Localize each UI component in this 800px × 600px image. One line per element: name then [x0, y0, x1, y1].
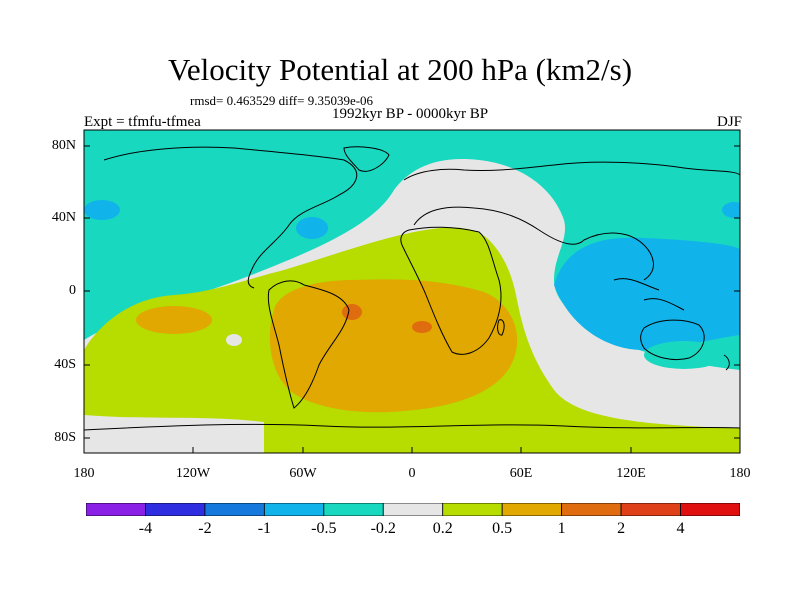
experiment-label: Expt = tfmfu-tfmea — [84, 114, 201, 130]
colorbar-label: 0.2 — [432, 520, 453, 537]
indo-pacific-low — [554, 237, 740, 351]
pacific-high — [136, 306, 212, 334]
africa-darker-high-1 — [342, 304, 362, 320]
colorbar-swatch — [442, 503, 503, 516]
colorbar-label: 1 — [557, 520, 566, 537]
colorbar-label: -0.5 — [311, 520, 337, 537]
africa-darker-high-2 — [412, 321, 432, 333]
colorbar-swatch — [680, 503, 740, 516]
colorbar-swatch — [263, 503, 325, 516]
y-tick-label: 0 — [69, 283, 76, 298]
y-tick-label: 40N — [51, 210, 76, 225]
period-label: 1992kyr BP - 0000kyr BP — [331, 106, 489, 122]
x-tick-label: 0 — [408, 466, 416, 481]
colorbar — [86, 503, 740, 516]
x-tick-label: 180 — [73, 466, 95, 481]
x-tick-label: 180 — [729, 466, 751, 481]
y-tick-label: 40S — [54, 357, 76, 372]
southern-neutral-strip — [84, 415, 264, 453]
coastlines — [84, 146, 740, 431]
rmsd-stats: rmsd= 0.463529 diff= 9.35039e-06 — [190, 93, 374, 108]
y-tick-label: 80S — [54, 430, 76, 445]
north-pacific-low-west — [84, 200, 120, 220]
colorbar-label: 4 — [676, 520, 685, 537]
colorbar-swatch — [204, 503, 265, 516]
colorbar-swatch — [86, 503, 146, 516]
north-pacific-low — [296, 217, 328, 239]
y-tick-label: 80N — [51, 138, 76, 153]
x-tick-label: 60W — [289, 466, 317, 481]
x-tick-label: 120W — [175, 466, 211, 481]
colorbar-label: -1 — [257, 520, 272, 537]
neutral-spot — [226, 334, 242, 346]
colorbar-swatch — [145, 503, 206, 516]
colorbar-label: 2 — [617, 520, 626, 537]
x-tick-label: 120E — [616, 466, 646, 481]
colorbar-label: -2 — [198, 520, 212, 537]
colorbar-label: -0.2 — [370, 520, 396, 537]
map-title: Velocity Potential at 200 hPa (km2/s) — [167, 52, 633, 87]
north-atlantic-low — [722, 202, 740, 218]
colorbar-swatch — [323, 503, 384, 516]
colorbar-swatch — [501, 503, 563, 516]
colorbar-swatch — [561, 503, 622, 516]
colorbar-label: 0.5 — [492, 520, 513, 537]
x-tick-label: 60E — [509, 466, 533, 481]
velocity-potential-map — [83, 129, 741, 454]
colorbar-swatch — [620, 503, 681, 516]
season-label: DJF — [716, 114, 742, 130]
atlantic-africa-high — [269, 279, 518, 413]
colorbar-label: -4 — [138, 520, 153, 537]
colorbar-swatch — [382, 503, 444, 516]
south-pacific-cyan — [644, 341, 724, 369]
